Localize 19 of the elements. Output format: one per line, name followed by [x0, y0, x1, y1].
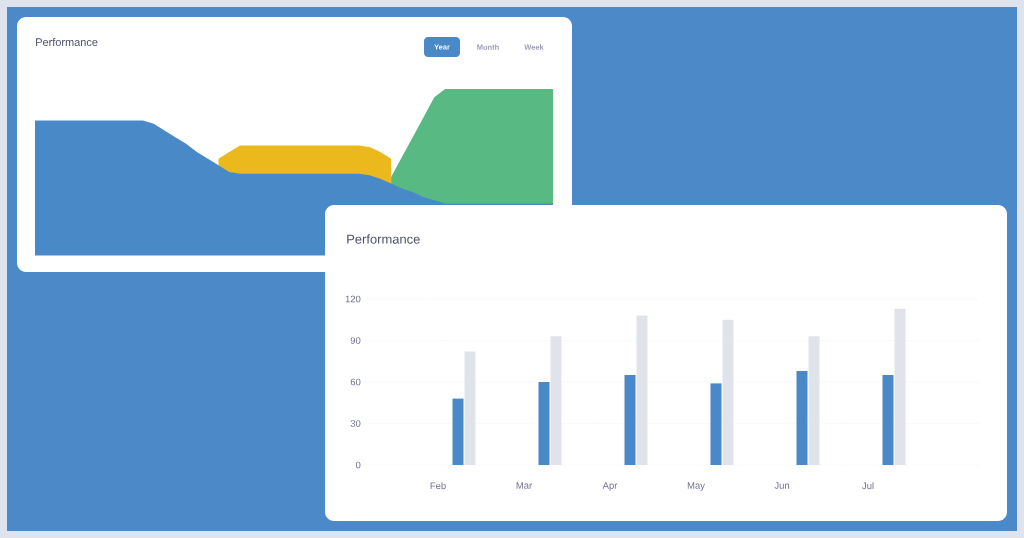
- x-tick-label: Jul: [862, 482, 874, 490]
- bar: [796, 370, 808, 465]
- bar: [624, 375, 636, 465]
- bar: [882, 375, 894, 465]
- x-tick-label: Mar: [516, 482, 532, 489]
- bar: [710, 383, 722, 465]
- bar: [452, 398, 464, 465]
- x-tick-label: Feb: [430, 482, 446, 490]
- x-tick-label: May: [687, 482, 705, 491]
- y-tick-label: 0: [355, 461, 361, 469]
- x-tick-label: Apr: [602, 482, 618, 491]
- y-tick-label: 30: [350, 420, 361, 427]
- y-tick-label: 120: [345, 295, 361, 303]
- x-tick-label: Jun: [774, 482, 790, 489]
- chart-title: Performance: [347, 234, 420, 244]
- y-tick-label: 60: [350, 378, 361, 386]
- chart-title: Performance: [36, 37, 98, 47]
- bar: [538, 382, 550, 465]
- y-tick-label: 90: [350, 337, 361, 344]
